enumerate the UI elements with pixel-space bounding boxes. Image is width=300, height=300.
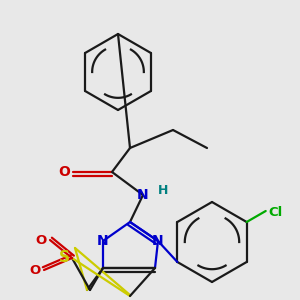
- Text: N: N: [137, 188, 149, 202]
- Text: N: N: [97, 234, 109, 248]
- Text: N: N: [152, 234, 164, 248]
- Text: S: S: [58, 250, 70, 266]
- Text: O: O: [29, 263, 40, 277]
- Text: O: O: [58, 165, 70, 179]
- Text: H: H: [158, 184, 168, 196]
- Text: Cl: Cl: [268, 206, 283, 220]
- Text: O: O: [35, 233, 46, 247]
